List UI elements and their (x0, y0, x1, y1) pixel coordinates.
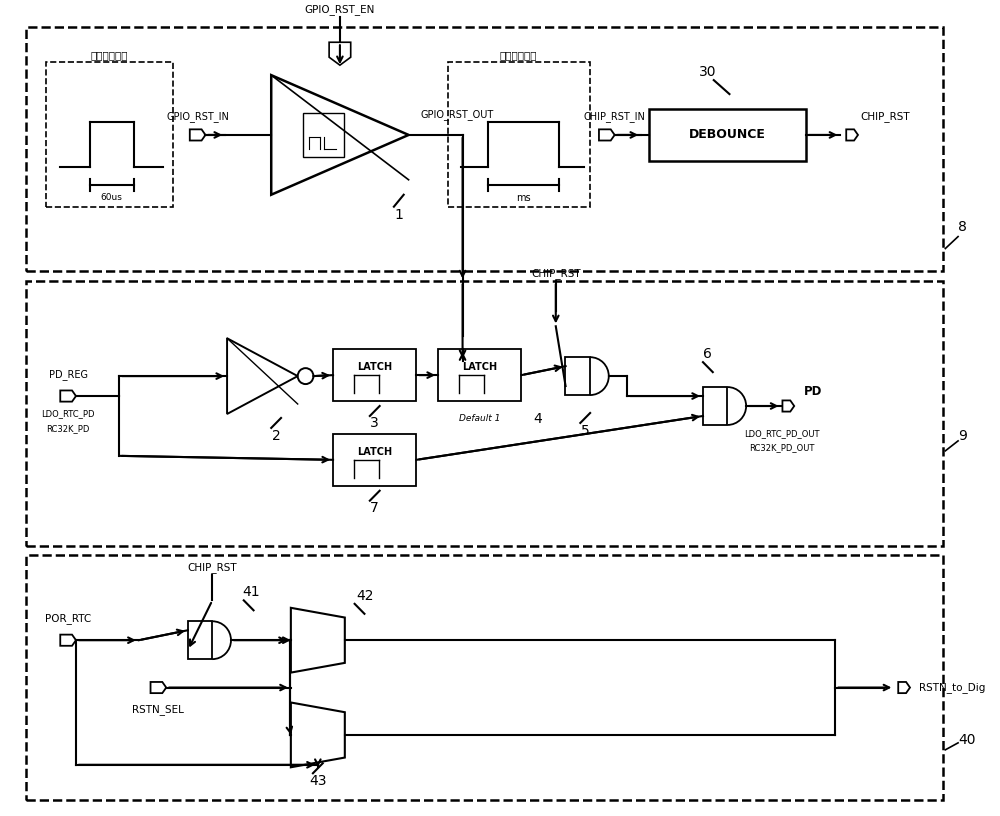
Text: 外部中断信号: 外部中断信号 (91, 51, 128, 60)
Text: 3: 3 (370, 416, 379, 430)
Text: LATCH: LATCH (462, 362, 497, 372)
Text: 5: 5 (581, 424, 590, 438)
Text: PD: PD (804, 384, 822, 397)
Text: 2: 2 (272, 429, 281, 443)
Text: GPIO_RST_OUT: GPIO_RST_OUT (420, 109, 494, 121)
Text: 40: 40 (958, 733, 976, 747)
Text: 41: 41 (243, 585, 260, 600)
Text: 外部按键信号: 外部按键信号 (500, 51, 537, 60)
Text: LATCH: LATCH (357, 362, 392, 372)
Text: LATCH: LATCH (357, 447, 392, 457)
Text: DEBOUNCE: DEBOUNCE (689, 128, 766, 141)
Bar (333, 349, 416, 401)
Bar (703, 387, 727, 425)
Text: CHIP_RST_IN: CHIP_RST_IN (584, 112, 646, 122)
Text: 7: 7 (370, 501, 379, 515)
Text: 6: 6 (703, 347, 712, 361)
Text: GPIO_RST_IN: GPIO_RST_IN (166, 112, 229, 122)
Text: CHIP_RST: CHIP_RST (531, 268, 581, 279)
Text: ms: ms (516, 193, 531, 202)
Bar (438, 349, 521, 401)
Text: 9: 9 (958, 429, 967, 443)
Text: LDO_RTC_PD: LDO_RTC_PD (41, 410, 95, 419)
Text: CHIP_RST: CHIP_RST (188, 562, 237, 573)
Text: Default 1: Default 1 (459, 415, 500, 424)
Text: RC32K_PD: RC32K_PD (46, 424, 90, 433)
Text: 1: 1 (394, 207, 403, 222)
Bar (333, 434, 416, 486)
Text: 8: 8 (958, 220, 967, 233)
Text: RC32K_PD_OUT: RC32K_PD_OUT (749, 443, 814, 452)
Text: PD_REG: PD_REG (49, 369, 88, 379)
Text: 43: 43 (309, 774, 327, 788)
Text: 4: 4 (533, 412, 542, 426)
Bar (188, 621, 212, 659)
Bar (303, 113, 344, 157)
Text: 60us: 60us (100, 193, 122, 202)
Text: CHIP_RST: CHIP_RST (860, 112, 910, 122)
Text: 42: 42 (357, 589, 374, 603)
Text: 30: 30 (699, 65, 717, 79)
Bar (565, 357, 590, 395)
Text: POR_RTC: POR_RTC (45, 613, 91, 623)
Text: GPIO_RST_EN: GPIO_RST_EN (305, 4, 375, 15)
Text: LDO_RTC_PD_OUT: LDO_RTC_PD_OUT (744, 429, 819, 438)
Bar (649, 109, 806, 161)
Text: RSTN_SEL: RSTN_SEL (132, 704, 184, 715)
Text: RSTN_to_Dig: RSTN_to_Dig (919, 682, 985, 693)
